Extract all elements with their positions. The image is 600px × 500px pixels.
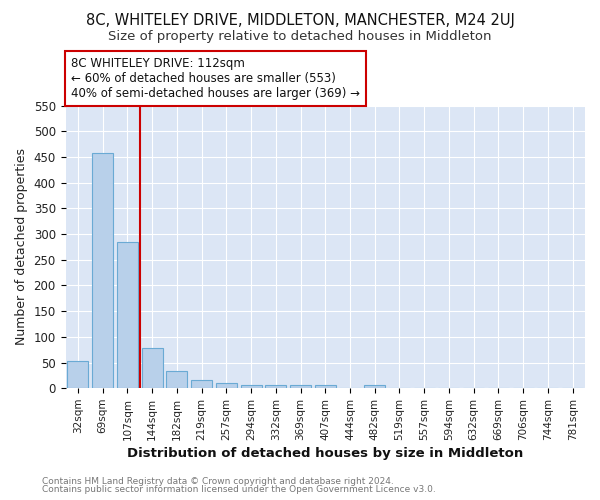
Bar xyxy=(67,361,88,388)
Text: 8C, WHITELEY DRIVE, MIDDLETON, MANCHESTER, M24 2UJ: 8C, WHITELEY DRIVE, MIDDLETON, MANCHESTE… xyxy=(86,12,514,28)
Bar xyxy=(265,385,286,388)
Text: Contains HM Land Registry data © Crown copyright and database right 2024.: Contains HM Land Registry data © Crown c… xyxy=(42,477,394,486)
Y-axis label: Number of detached properties: Number of detached properties xyxy=(15,148,28,346)
Bar xyxy=(166,372,187,388)
Bar xyxy=(290,385,311,388)
Bar xyxy=(191,380,212,388)
Bar xyxy=(364,385,385,388)
X-axis label: Distribution of detached houses by size in Middleton: Distribution of detached houses by size … xyxy=(127,447,523,460)
Bar xyxy=(142,348,163,388)
Bar xyxy=(216,383,237,388)
Text: 8C WHITELEY DRIVE: 112sqm
← 60% of detached houses are smaller (553)
40% of semi: 8C WHITELEY DRIVE: 112sqm ← 60% of detac… xyxy=(71,57,360,100)
Text: Size of property relative to detached houses in Middleton: Size of property relative to detached ho… xyxy=(108,30,492,43)
Bar xyxy=(315,385,336,388)
Text: Contains public sector information licensed under the Open Government Licence v3: Contains public sector information licen… xyxy=(42,485,436,494)
Bar xyxy=(241,385,262,388)
Bar xyxy=(117,242,138,388)
Bar xyxy=(92,153,113,388)
